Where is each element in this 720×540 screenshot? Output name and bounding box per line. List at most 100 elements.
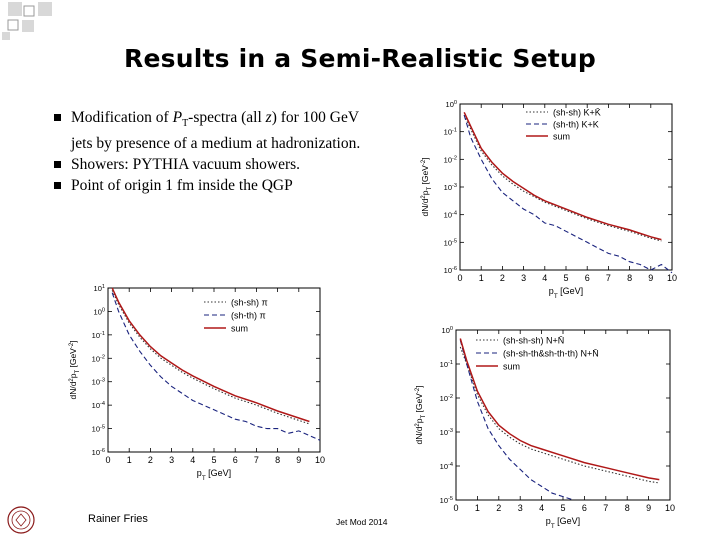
x-tick-label: 0	[105, 455, 110, 465]
bullet-text: Point of origin 1 fm inside the QGP	[71, 177, 293, 195]
x-tick-label: 10	[665, 503, 675, 513]
legend-label: sum	[231, 324, 248, 334]
x-tick-label: 9	[648, 273, 653, 283]
y-tick-label: 10-6	[444, 266, 457, 275]
deco-square	[22, 20, 34, 32]
x-tick-label: 6	[585, 273, 590, 283]
corner-decoration	[2, 2, 52, 40]
y-tick-label: 10-2	[444, 155, 457, 164]
deco-square	[23, 5, 35, 17]
series-line-dotted	[111, 290, 310, 425]
series-line-dotted	[459, 346, 660, 484]
legend-label: (sh-sh-th&sh-th-th) N+N̄	[503, 349, 599, 359]
y-tick-label: 100	[442, 326, 453, 335]
x-tick-label: 4	[542, 273, 547, 283]
bullet-item: Showers: PYTHIA vacuum showers.	[50, 155, 380, 175]
series-line-dashed	[459, 340, 574, 501]
x-tick-label: 0	[457, 273, 462, 283]
x-tick-label: 2	[500, 273, 505, 283]
y-tick-label: 10-4	[444, 211, 457, 220]
x-tick-label: 9	[296, 455, 301, 465]
kaon-spectrum-chart: 0 1 2 3 4 5 6 7 8 9 10 100 10-1 10-2 10-3 10-4 10-5 10-6 p…	[420, 100, 677, 300]
deco-square	[38, 2, 52, 16]
y-axis-label: dN/d2pT [GeV-2]	[68, 340, 81, 399]
x-tick-label: 7	[606, 273, 611, 283]
legend-label: (sh-th) π	[231, 311, 266, 321]
x-tick-label: 3	[518, 503, 523, 513]
bullet-item: Point of origin 1 fm inside the QGP	[50, 176, 380, 196]
x-axis-label: pT [GeV]	[546, 516, 580, 530]
deco-square	[7, 19, 19, 31]
x-tick-label: 10	[667, 273, 677, 283]
bullet-marker-icon	[54, 182, 61, 190]
x-tick-label: 5	[563, 273, 568, 283]
slide-title: Results in a Semi-Realistic Setup	[124, 44, 596, 73]
x-tick-label: 8	[625, 503, 630, 513]
bullet-text: Modification of PT-spectra (all z) for 1…	[71, 109, 361, 153]
y-tick-label: 100	[446, 100, 457, 109]
y-tick-label: 100	[94, 307, 105, 316]
legend-label: (sh-sh-sh) N+N̄	[503, 336, 564, 346]
y-tick-label: 101	[94, 284, 105, 293]
x-tick-label: 8	[627, 273, 632, 283]
legend-label: (sh-th) K+K	[553, 120, 599, 130]
legend-label: (sh-sh) K+K̄	[553, 108, 601, 118]
legend-label: sum	[503, 362, 520, 372]
series-line-solid	[459, 338, 660, 481]
x-tick-label: 1	[127, 455, 132, 465]
series-line-dotted	[463, 114, 662, 242]
x-tick-label: 7	[603, 503, 608, 513]
x-tick-label: 4	[190, 455, 195, 465]
bullet-list: Modification of PT-spectra (all z) for 1…	[50, 108, 380, 197]
pion-spectrum-chart: 0 1 2 3 4 5 6 7 8 9 10 101 100 10-1 10-2 10-3 10-4 10-5 10…	[68, 284, 325, 482]
series-line-dashed	[111, 292, 321, 441]
x-tick-label: 10	[315, 455, 325, 465]
y-axis-label: dN/d2pT [GeV-2]	[414, 385, 427, 444]
y-tick-label: 10-6	[92, 448, 105, 457]
x-tick-label: 4	[539, 503, 544, 513]
x-axis-label: pT [GeV]	[549, 286, 583, 300]
nucleon-spectrum-chart: 0 1 2 3 4 5 6 7 8 9 10 100 10-1 10-2 10-3 10-4 10-5 pT [G…	[414, 326, 675, 530]
y-tick-label: 10-5	[444, 238, 457, 247]
x-tick-label: 1	[479, 273, 484, 283]
bullet-marker-icon	[54, 114, 61, 121]
deco-square	[2, 32, 10, 40]
x-tick-label: 3	[521, 273, 526, 283]
y-tick-label: 10-2	[440, 394, 453, 403]
y-tick-label: 10-3	[92, 378, 105, 387]
series-line-solid	[111, 287, 310, 423]
y-axis-label: dN/d2pT [GeV-2]	[420, 157, 433, 216]
y-tick-label: 10-3	[444, 183, 457, 192]
plot-frame	[107, 287, 321, 453]
x-tick-label: 6	[582, 503, 587, 513]
y-tick-label: 10-5	[92, 425, 105, 434]
university-seal-icon	[7, 506, 35, 534]
y-tick-label: 10-1	[440, 360, 453, 369]
series-line-solid	[463, 111, 662, 241]
bullet-text: Showers: PYTHIA vacuum showers.	[71, 156, 301, 174]
y-tick-label: 10-1	[444, 128, 457, 137]
x-tick-label: 9	[646, 503, 651, 513]
x-tick-label: 5	[211, 455, 216, 465]
x-tick-label: 8	[275, 455, 280, 465]
legend-label: (sh-sh) π	[231, 298, 268, 308]
series-line-dashed	[463, 114, 673, 274]
x-axis-label: pT [GeV]	[197, 468, 231, 482]
y-tick-label: 10-5	[440, 496, 453, 505]
legend-label: sum	[553, 132, 570, 142]
footer-event: Jet Mod 2014	[336, 517, 388, 527]
x-tick-label: 2	[496, 503, 501, 513]
x-tick-label: 1	[475, 503, 480, 513]
deco-square	[8, 2, 22, 16]
y-tick-label: 10-4	[440, 462, 453, 471]
x-tick-label: 5	[560, 503, 565, 513]
y-tick-label: 10-1	[92, 331, 105, 340]
x-tick-label: 6	[233, 455, 238, 465]
x-tick-label: 3	[169, 455, 174, 465]
bullet-item: Modification of PT-spectra (all z) for 1…	[50, 108, 380, 154]
x-tick-label: 7	[254, 455, 259, 465]
x-tick-label: 0	[453, 503, 458, 513]
x-tick-label: 2	[148, 455, 153, 465]
y-tick-label: 10-2	[92, 354, 105, 363]
y-tick-label: 10-4	[92, 401, 105, 410]
